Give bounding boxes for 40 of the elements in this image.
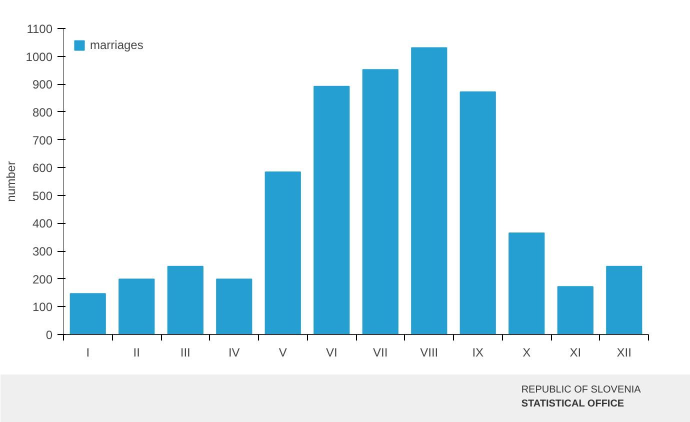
x-tick-label: X: [522, 346, 531, 360]
y-tick-label: 500: [32, 188, 53, 203]
y-tick-label: 0: [46, 328, 53, 342]
y-tick-label: 700: [32, 133, 53, 148]
bar: [362, 69, 398, 334]
bar: [508, 232, 545, 334]
legend-label: marriages: [90, 38, 144, 52]
x-tick-label: IV: [228, 346, 240, 360]
x-tick-label: I: [86, 346, 90, 360]
x-tick-label: VII: [373, 346, 388, 360]
y-tick-label: 1100: [26, 22, 53, 36]
x-tick-label: II: [133, 346, 140, 360]
y-axis-title: number: [4, 161, 18, 202]
y-tick-label: 800: [32, 105, 53, 120]
x-tick-label: VI: [326, 346, 338, 360]
y-tick-label: 1000: [26, 50, 53, 64]
x-tick-label: III: [180, 346, 190, 360]
bar: [460, 91, 496, 334]
y-tick-label: 200: [32, 272, 53, 286]
y-tick-label: 300: [32, 244, 53, 259]
x-tick-label: VIII: [420, 346, 438, 360]
bar: [411, 47, 448, 334]
y-tick-label: 600: [32, 161, 53, 176]
bar: [167, 266, 204, 334]
x-tick-label: IX: [472, 346, 484, 360]
x-tick-label: XI: [570, 346, 582, 360]
bar: [118, 278, 155, 334]
bar: [557, 286, 594, 334]
bar: [314, 86, 350, 334]
bar: [216, 278, 252, 334]
x-tick-label: XII: [616, 346, 632, 360]
text: REPUBLIC OF SLOVENIA: [521, 384, 642, 396]
x-tick-label: V: [278, 346, 287, 360]
bar: [606, 266, 642, 334]
text: STATISTICAL OFFICE: [521, 398, 624, 410]
bar: [264, 172, 301, 334]
bar: [70, 293, 106, 334]
y-tick-label: 400: [32, 216, 53, 231]
y-tick-label: 100: [32, 300, 53, 314]
y-tick-label: 900: [32, 78, 53, 92]
